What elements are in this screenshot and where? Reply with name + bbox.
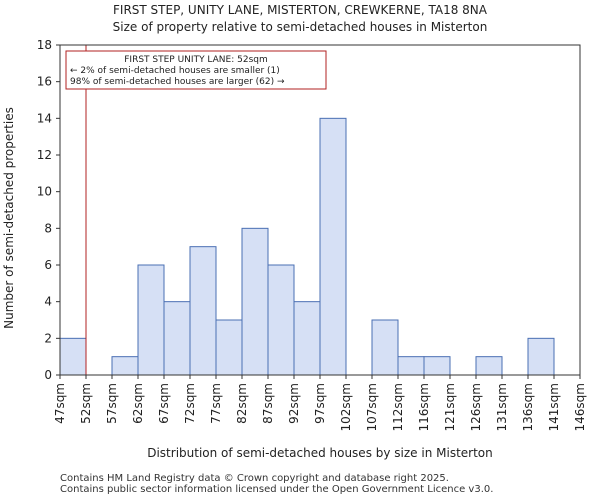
histogram-bar	[527, 337, 555, 376]
chart-subtitle: Size of property relative to semi-detach…	[112, 20, 488, 34]
y-tick-label: 8	[44, 221, 52, 235]
y-tick-label: 14	[37, 111, 52, 125]
y-tick-label: 0	[44, 368, 52, 382]
histogram-bar	[215, 319, 243, 376]
histogram-bar	[267, 264, 295, 376]
x-axis-label: Distribution of semi-detached houses by …	[147, 446, 493, 460]
histogram-bar	[111, 356, 139, 376]
x-tick-label: 116sqm	[417, 383, 431, 431]
annotation-line-2: ← 2% of semi-detached houses are smaller…	[70, 66, 280, 76]
histogram-bar	[163, 301, 191, 376]
x-tick-label: 67sqm	[157, 383, 171, 424]
x-tick-label: 47sqm	[53, 383, 67, 424]
y-tick-label: 4	[44, 295, 52, 309]
y-tick-label: 10	[37, 185, 52, 199]
histogram-bar	[59, 337, 87, 376]
x-tick-label: 136sqm	[521, 383, 535, 431]
x-tick-label: 92sqm	[287, 383, 301, 424]
x-tick-label: 146sqm	[573, 383, 587, 431]
histogram-bar	[475, 356, 503, 376]
x-tick-label: 126sqm	[469, 383, 483, 431]
y-axis-label: Number of semi-detached properties	[2, 107, 16, 329]
y-tick-label: 18	[37, 38, 52, 52]
x-tick-label: 52sqm	[79, 383, 93, 424]
histogram-bar	[241, 227, 269, 376]
annotation-box	[65, 50, 327, 90]
x-tick-label: 131sqm	[495, 383, 509, 431]
x-tick-label: 97sqm	[313, 383, 327, 424]
histogram-bar	[423, 356, 451, 376]
annotation-line-3: 98% of semi-detached houses are larger (…	[70, 77, 285, 87]
x-tick-label: 62sqm	[131, 383, 145, 424]
histogram-bar	[319, 117, 347, 376]
x-tick-label: 107sqm	[365, 383, 379, 431]
x-tick-label: 102sqm	[339, 383, 353, 431]
x-tick-label: 82sqm	[235, 383, 249, 424]
x-tick-label: 112sqm	[391, 383, 405, 431]
x-tick-label: 87sqm	[261, 383, 275, 424]
chart-title: FIRST STEP, UNITY LANE, MISTERTON, CREWK…	[113, 3, 487, 17]
footer-licence: Contains public sector information licen…	[60, 484, 494, 495]
histogram-bar	[397, 356, 425, 376]
x-tick-label: 77sqm	[209, 383, 223, 424]
y-tick-label: 6	[44, 258, 52, 272]
x-tick-label: 141sqm	[547, 383, 561, 431]
x-tick-label: 72sqm	[183, 383, 197, 424]
histogram-bar	[137, 264, 165, 376]
footer-copyright: Contains HM Land Registry data © Crown c…	[60, 473, 449, 484]
y-tick-label: 16	[37, 75, 52, 89]
x-tick-label: 121sqm	[443, 383, 457, 431]
histogram-bar	[189, 246, 217, 376]
y-tick-label: 2	[44, 331, 52, 345]
annotation-line-1: FIRST STEP UNITY LANE: 52sqm	[124, 55, 267, 65]
x-tick-label: 57sqm	[105, 383, 119, 424]
histogram-bar	[293, 301, 321, 376]
histogram-bar	[371, 319, 399, 376]
y-tick-label: 12	[37, 148, 52, 162]
